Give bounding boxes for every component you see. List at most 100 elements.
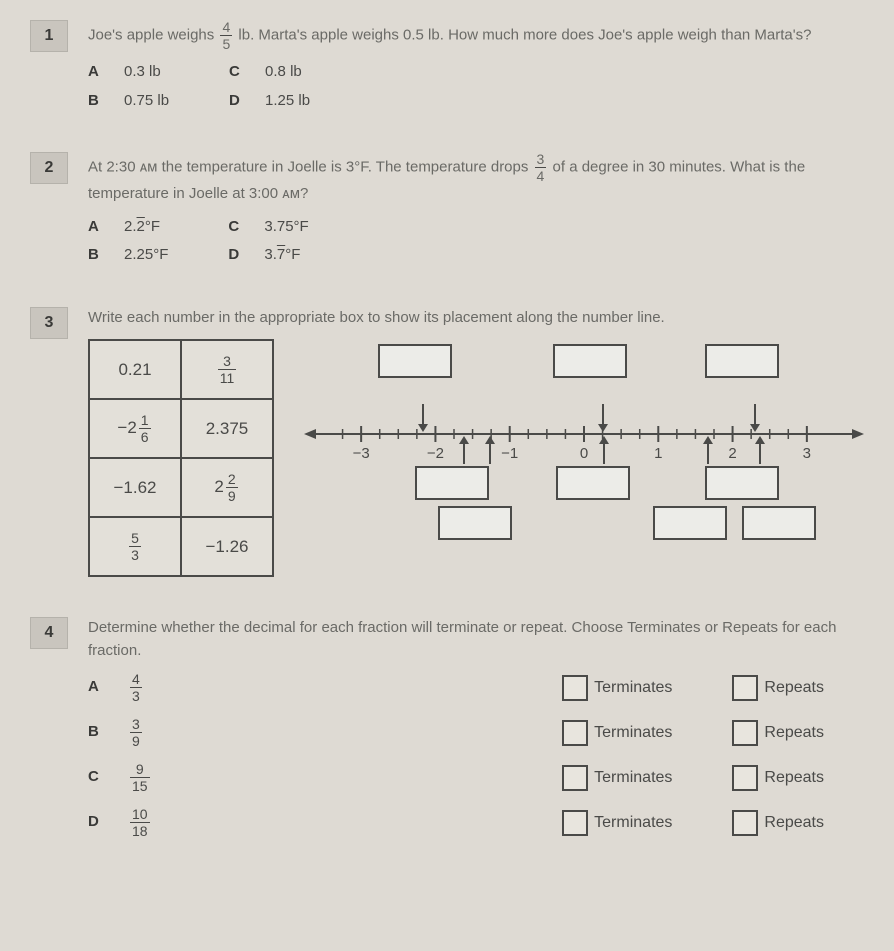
problem-2: 2 At 2:30 ᴀᴍ the temperature in Joelle i…	[30, 152, 864, 267]
fraction-row-B: B39TerminatesRepeats	[88, 717, 864, 748]
repeats-option[interactable]: Repeats	[732, 675, 824, 701]
choice-label-C: C	[228, 216, 246, 239]
choice-2B[interactable]: B 2.25°F	[88, 244, 168, 267]
svg-text:3: 3	[803, 445, 811, 462]
repeats-option[interactable]: Repeats	[732, 765, 824, 791]
row-label: A	[88, 676, 108, 699]
table-cell: −216	[89, 399, 181, 458]
checkbox-icon	[732, 810, 758, 836]
choice-2C-text: 3.75°F	[264, 216, 308, 239]
repeats-option[interactable]: Repeats	[732, 810, 824, 836]
problem-1-choices: A 0.3 lb B 0.75 lb C 0.8 lb D 1.	[88, 61, 864, 112]
q2-text-before: At 2:30 ᴀᴍ the temperature in Joelle is …	[88, 158, 533, 175]
problem-number-4: 4	[30, 617, 68, 649]
checkbox-icon	[732, 720, 758, 746]
number-line-arrow	[707, 442, 709, 464]
fraction-row-C: C 915 Terminates Repeats	[88, 762, 864, 793]
table-cell: 229	[181, 458, 273, 517]
terminates-option[interactable]: Terminates	[562, 675, 672, 701]
table-cell: −1.26	[181, 517, 273, 576]
number-line: −3−2−10123	[304, 339, 864, 539]
problem-number-2: 2	[30, 152, 68, 184]
choice-2B-text: 2.25°F	[124, 244, 168, 267]
choice-2C[interactable]: C 3.75°F	[228, 216, 308, 239]
choice-label-A: A	[88, 61, 106, 84]
checkbox-icon	[562, 720, 588, 746]
q1-frac-top: 4	[220, 20, 232, 36]
number-line-arrow	[754, 404, 756, 426]
checkbox-icon	[562, 810, 588, 836]
number-line-answer-box[interactable]	[705, 344, 779, 378]
choice-label-C: C	[229, 61, 247, 84]
number-line-answer-box[interactable]	[415, 466, 489, 500]
number-line-answer-box[interactable]	[653, 506, 727, 540]
terminates-label: Terminates	[594, 766, 672, 790]
svg-text:−3: −3	[353, 445, 370, 462]
row-fraction: 43	[128, 672, 188, 703]
choice-label-D: D	[229, 90, 247, 113]
q2-frac-bot: 4	[535, 168, 547, 183]
svg-text:2: 2	[728, 445, 736, 462]
svg-text:1: 1	[654, 445, 662, 462]
fraction-row-D: D1018TerminatesRepeats	[88, 807, 864, 838]
svg-text:−2: −2	[427, 445, 444, 462]
terminates-option[interactable]: Terminates	[562, 720, 672, 746]
row-label: C	[88, 766, 108, 789]
problem-2-body: At 2:30 ᴀᴍ the temperature in Joelle is …	[88, 152, 864, 267]
problem-4: 4 Determine whether the decimal for each…	[30, 617, 864, 852]
repeats-label: Repeats	[764, 766, 824, 790]
number-line-answer-box[interactable]	[378, 344, 452, 378]
checkbox-icon	[732, 675, 758, 701]
number-line-answer-box[interactable]	[556, 466, 630, 500]
choice-label-B: B	[88, 244, 106, 267]
repeats-option[interactable]: Repeats	[732, 720, 824, 746]
terminates-label: Terminates	[594, 676, 672, 700]
number-line-answer-box[interactable]	[705, 466, 779, 500]
choice-2D-text: 3.7°F	[264, 244, 300, 267]
number-line-arrow	[422, 404, 424, 426]
repeats-label: Repeats	[764, 676, 824, 700]
choice-1D-text: 1.25 lb	[265, 90, 310, 113]
choice-2A[interactable]: A 2.2°F	[88, 216, 168, 239]
q2-fraction: 3 4	[535, 152, 547, 183]
problem-3-body: Write each number in the appropriate box…	[88, 307, 864, 578]
problem-1-question: Joe's apple weighs 4 5 lb. Marta's apple…	[88, 20, 864, 51]
problem-4-body: Determine whether the decimal for each f…	[88, 617, 864, 852]
problem-1-body: Joe's apple weighs 4 5 lb. Marta's apple…	[88, 20, 864, 112]
terminates-option[interactable]: Terminates	[562, 810, 672, 836]
q2-frac-top: 3	[535, 152, 547, 168]
problem-2-choices: A 2.2°F B 2.25°F C 3.75°F	[88, 216, 864, 267]
svg-text:0: 0	[580, 445, 588, 462]
number-line-arrow	[602, 404, 604, 426]
problem-4-rows: A43TerminatesRepeatsB39TerminatesRepeats…	[88, 672, 864, 838]
choice-1C[interactable]: C 0.8 lb	[229, 61, 310, 84]
terminates-label: Terminates	[594, 811, 672, 835]
problem-2-question: At 2:30 ᴀᴍ the temperature in Joelle is …	[88, 152, 864, 206]
number-line-answer-box[interactable]	[742, 506, 816, 540]
table-cell: 0.21	[89, 340, 181, 399]
number-line-arrow	[759, 442, 761, 464]
table-cell: 53	[89, 517, 181, 576]
row-label: B	[88, 721, 108, 744]
choice-1A[interactable]: A 0.3 lb	[88, 61, 169, 84]
repeats-label: Repeats	[764, 811, 824, 835]
table-cell: −1.62	[89, 458, 181, 517]
q1-text-before: Joe's apple weighs	[88, 26, 218, 43]
choice-1B[interactable]: B 0.75 lb	[88, 90, 169, 113]
number-line-answer-box[interactable]	[438, 506, 512, 540]
checkbox-icon	[562, 675, 588, 701]
choice-1D[interactable]: D 1.25 lb	[229, 90, 310, 113]
problem-3-table: 0.21311−2162.375−1.6222953−1.26	[88, 339, 274, 577]
choice-1B-text: 0.75 lb	[124, 90, 169, 113]
choice-1A-text: 0.3 lb	[124, 61, 161, 84]
choice-1C-text: 0.8 lb	[265, 61, 302, 84]
table-cell: 2.375	[181, 399, 273, 458]
row-fraction: 915	[128, 762, 188, 793]
number-line-answer-box[interactable]	[553, 344, 627, 378]
problem-1: 1 Joe's apple weighs 4 5 lb. Marta's app…	[30, 20, 864, 112]
terminates-option[interactable]: Terminates	[562, 765, 672, 791]
problem-3: 3 Write each number in the appropriate b…	[30, 307, 864, 578]
choice-2D[interactable]: D 3.7°F	[228, 244, 308, 267]
q1-fraction: 4 5	[220, 20, 232, 51]
row-label: D	[88, 811, 108, 834]
